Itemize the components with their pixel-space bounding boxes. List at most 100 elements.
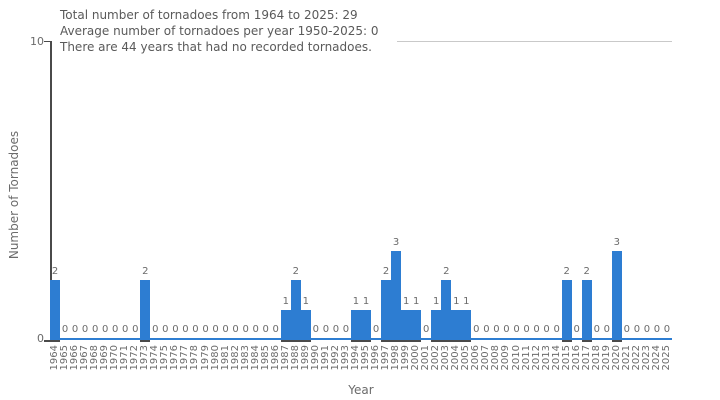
bar-value-label: 0: [423, 324, 430, 335]
bar-value-label: 0: [162, 324, 169, 335]
bar-value-label: 0: [603, 324, 610, 335]
bar-value-label: 1: [402, 296, 410, 308]
bar-value-label: 0: [122, 324, 129, 335]
bar: [361, 310, 372, 340]
bar-value-label: 0: [513, 324, 520, 335]
bar-value-label: 0: [663, 324, 671, 335]
y-axis-title: Number of Tornadoes: [7, 130, 21, 260]
bar-value-label: 0: [272, 324, 279, 335]
bar-baseline-tick: [561, 340, 572, 342]
bar-value-label: 0: [262, 324, 269, 335]
bar-value-label: 0: [653, 324, 661, 335]
bar-baseline-tick: [581, 340, 592, 342]
bar-value-label: 0: [61, 324, 69, 335]
bar-baseline-tick: [431, 340, 442, 342]
bar: [50, 280, 61, 340]
bar-value-label: 0: [91, 324, 99, 335]
bar-value-label: 1: [352, 296, 360, 308]
bar-value-label: 2: [292, 266, 299, 278]
bar-baseline-tick: [290, 340, 301, 342]
bar-baseline-tick: [401, 340, 412, 342]
bar-value-label: 0: [553, 324, 560, 335]
bar-value-label: 0: [593, 324, 600, 335]
bar-value-label: 0: [112, 324, 119, 335]
bar-value-label: 0: [483, 324, 490, 335]
bar-value-label: 0: [132, 324, 139, 335]
bar-value-label: 2: [583, 266, 590, 278]
bar-value-label: 0: [623, 324, 631, 335]
y-tick-label-0: 0: [37, 332, 44, 345]
y-tick-mark-0: [44, 340, 51, 342]
bar-value-label: 0: [533, 324, 540, 335]
bar-value-label: 0: [523, 324, 530, 335]
bar-value-label: 1: [433, 296, 440, 308]
bar-baseline-tick: [441, 340, 452, 342]
bar: [411, 310, 422, 340]
bar: [401, 310, 412, 340]
bar-value-label: 1: [463, 296, 470, 308]
bar-value-label: 1: [302, 296, 309, 308]
bar: [140, 280, 151, 340]
bar-baseline-tick: [461, 340, 472, 342]
bar-baseline-tick: [50, 340, 61, 342]
bar-value-label: 0: [322, 324, 330, 335]
bar: [290, 280, 301, 340]
bar-value-label: 1: [362, 296, 370, 308]
y-axis-spine: [50, 41, 52, 342]
bar: [300, 310, 311, 340]
bar-baseline-tick: [411, 340, 422, 342]
bar: [381, 280, 392, 340]
bar-value-label: 0: [503, 324, 510, 335]
chart-title-line-1: Total number of tornadoes from 1964 to 2…: [60, 8, 358, 22]
bar-value-label: 0: [152, 324, 159, 335]
bar-value-label: 0: [242, 324, 249, 335]
bar-value-label: 0: [473, 324, 480, 335]
x-axis-title: Year: [348, 383, 374, 397]
bar-value-label: 0: [633, 324, 641, 335]
bar-baseline-tick: [391, 340, 402, 342]
gridline-y10: [397, 41, 672, 42]
bar-value-label: 0: [202, 324, 209, 335]
bar-value-label: 0: [101, 324, 109, 335]
bar: [581, 280, 592, 340]
bar-baseline-tick: [350, 340, 361, 342]
bar-baseline-tick: [361, 340, 372, 342]
bar-value-label: 0: [573, 324, 580, 335]
bar-value-label: 0: [81, 324, 89, 335]
bar-value-label: 0: [71, 324, 79, 335]
bar: [350, 310, 361, 340]
bar-value-label: 0: [342, 324, 350, 335]
bar-baseline-tick: [300, 340, 311, 342]
bar-value-label: 3: [613, 236, 620, 248]
bar: [561, 280, 572, 340]
bar-value-label: 2: [382, 266, 390, 278]
bar-value-label: 0: [192, 324, 199, 335]
bar-value-label: 0: [182, 324, 189, 335]
bar-baseline-tick: [611, 340, 622, 342]
bar-value-label: 0: [493, 324, 500, 335]
bar-value-label: 0: [212, 324, 219, 335]
bar-value-label: 2: [563, 266, 570, 278]
chart-title-line-2: Average number of tornadoes per year 195…: [60, 24, 379, 38]
bar-value-label: 0: [222, 324, 229, 335]
bar-value-label: 2: [443, 266, 450, 278]
bar-value-label: 3: [392, 236, 400, 248]
x-tick-label: 2025: [660, 345, 672, 371]
bar-value-label: 2: [142, 266, 149, 278]
y-tick-label-10: 10: [30, 35, 44, 48]
bar: [611, 250, 622, 340]
bar-value-label: 1: [412, 296, 420, 308]
bar-value-label: 0: [252, 324, 259, 335]
bar-baseline-tick: [280, 340, 291, 342]
bar-baseline-tick: [451, 340, 462, 342]
bar-value-label: 0: [643, 324, 651, 335]
bar-value-label: 1: [453, 296, 460, 308]
chart-title-line-3: There are 44 years that had no recorded …: [60, 40, 372, 54]
bar-value-label: 2: [51, 266, 59, 278]
y-tick-mark-10: [44, 41, 51, 42]
bar: [280, 310, 291, 340]
bar-baseline-tick: [140, 340, 151, 342]
bar-value-label: 1: [282, 296, 289, 308]
bar-baseline-tick: [381, 340, 392, 342]
chart-title-block: Total number of tornadoes from 1964 to 2…: [60, 7, 379, 55]
